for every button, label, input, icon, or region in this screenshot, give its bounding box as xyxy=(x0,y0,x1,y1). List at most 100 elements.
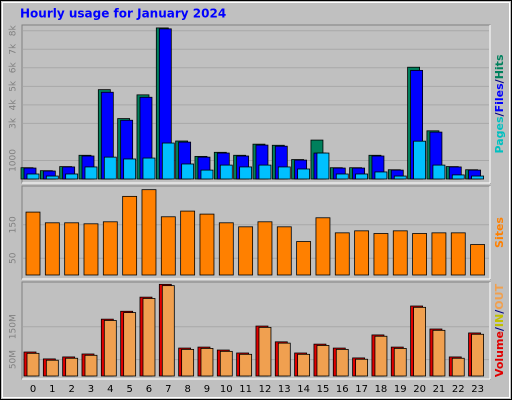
bar xyxy=(122,195,138,276)
bar xyxy=(432,164,446,180)
y-tick-label: 5k xyxy=(9,80,19,92)
x-tick-label: 7 xyxy=(165,384,171,395)
bar xyxy=(200,347,214,377)
legend-label: IN xyxy=(493,314,506,327)
bar xyxy=(181,348,195,377)
legend: Sites xyxy=(493,217,506,248)
legend-separator: / xyxy=(493,78,506,83)
x-tick-label: 18 xyxy=(375,384,388,395)
bar xyxy=(450,232,466,276)
bar xyxy=(451,174,465,180)
bar xyxy=(142,298,156,377)
bar xyxy=(258,164,272,180)
bar xyxy=(334,232,350,276)
bar xyxy=(355,173,369,180)
x-tick-label: 6 xyxy=(146,384,152,395)
bar xyxy=(103,156,117,180)
legend: Volume/IN/OUT xyxy=(493,283,506,377)
bar xyxy=(471,175,484,180)
legend-label: Volume xyxy=(493,331,506,377)
y-tick-label: 8k xyxy=(9,24,19,36)
bar xyxy=(200,169,214,180)
legend-separator: / xyxy=(493,326,506,331)
bar xyxy=(297,168,311,180)
x-tick-label: 21 xyxy=(433,384,446,395)
bar xyxy=(161,142,175,180)
y-tick-label: 1000 xyxy=(9,149,19,172)
y-tick-label: 50 xyxy=(9,252,19,264)
bar xyxy=(392,230,408,276)
bar xyxy=(181,163,195,180)
x-tick-label: 8 xyxy=(184,384,190,395)
bar xyxy=(160,216,176,276)
legend-label: Pages xyxy=(493,116,506,154)
bar xyxy=(103,320,117,377)
bar xyxy=(84,354,98,377)
bar xyxy=(393,175,407,180)
x-tick-label: 3 xyxy=(88,384,94,395)
x-tick-label: 15 xyxy=(317,384,330,395)
bar xyxy=(297,353,311,377)
x-tick-label: 22 xyxy=(452,384,465,395)
bar xyxy=(258,326,272,377)
bar xyxy=(25,211,41,276)
bar xyxy=(65,173,79,180)
bar xyxy=(123,312,137,377)
x-tick-label: 17 xyxy=(355,384,368,395)
chart-title: Hourly usage for January 2024 xyxy=(20,7,226,21)
y-tick-label: 4k xyxy=(9,99,19,111)
x-tick-label: 2 xyxy=(68,384,74,395)
bar xyxy=(335,173,349,180)
x-tick-label: 1 xyxy=(49,384,55,395)
legend-label: OUT xyxy=(493,283,506,309)
bar xyxy=(316,345,330,377)
y-tick-label: 50M xyxy=(9,350,19,369)
x-tick-label: 12 xyxy=(259,384,272,395)
legend-separator: / xyxy=(493,111,506,116)
bar xyxy=(123,158,137,180)
bar xyxy=(239,353,253,377)
legend-label: Hits xyxy=(493,54,506,79)
bar xyxy=(373,233,389,276)
legend-label: Files xyxy=(493,83,506,113)
bar xyxy=(26,352,40,377)
legend-separator: / xyxy=(493,309,506,314)
x-tick-label: 23 xyxy=(471,384,484,395)
bar xyxy=(45,175,59,180)
bar xyxy=(374,335,388,377)
bar xyxy=(316,152,330,180)
bar xyxy=(83,223,99,276)
bar xyxy=(471,333,484,377)
panel xyxy=(21,185,491,280)
bar xyxy=(239,166,253,180)
x-tick-label: 20 xyxy=(413,384,426,395)
y-tick-label: 6k xyxy=(9,62,19,74)
x-tick-label: 0 xyxy=(30,384,36,395)
bar xyxy=(354,230,370,276)
bar xyxy=(218,222,234,276)
bar xyxy=(412,233,428,276)
bar xyxy=(277,166,291,180)
bar xyxy=(141,189,157,276)
bar xyxy=(180,210,196,276)
x-tick-label: 9 xyxy=(204,384,210,395)
bar xyxy=(219,350,233,377)
legend: Pages/Files/Hits xyxy=(493,54,506,153)
bar xyxy=(335,348,349,377)
bar xyxy=(64,222,80,276)
x-tick-label: 13 xyxy=(278,384,291,395)
bar xyxy=(413,140,427,180)
bar xyxy=(238,226,254,276)
y-tick-label: 150M xyxy=(9,314,19,339)
bar xyxy=(142,157,156,180)
x-tick-label: 14 xyxy=(297,384,310,395)
bar xyxy=(393,347,407,377)
bar xyxy=(315,217,331,276)
bar xyxy=(26,173,40,180)
bar xyxy=(257,221,273,276)
legend-label: Sites xyxy=(493,217,506,248)
y-tick-label: 150 xyxy=(9,216,19,233)
y-tick-label: 7k xyxy=(9,43,19,55)
bar xyxy=(355,358,369,377)
